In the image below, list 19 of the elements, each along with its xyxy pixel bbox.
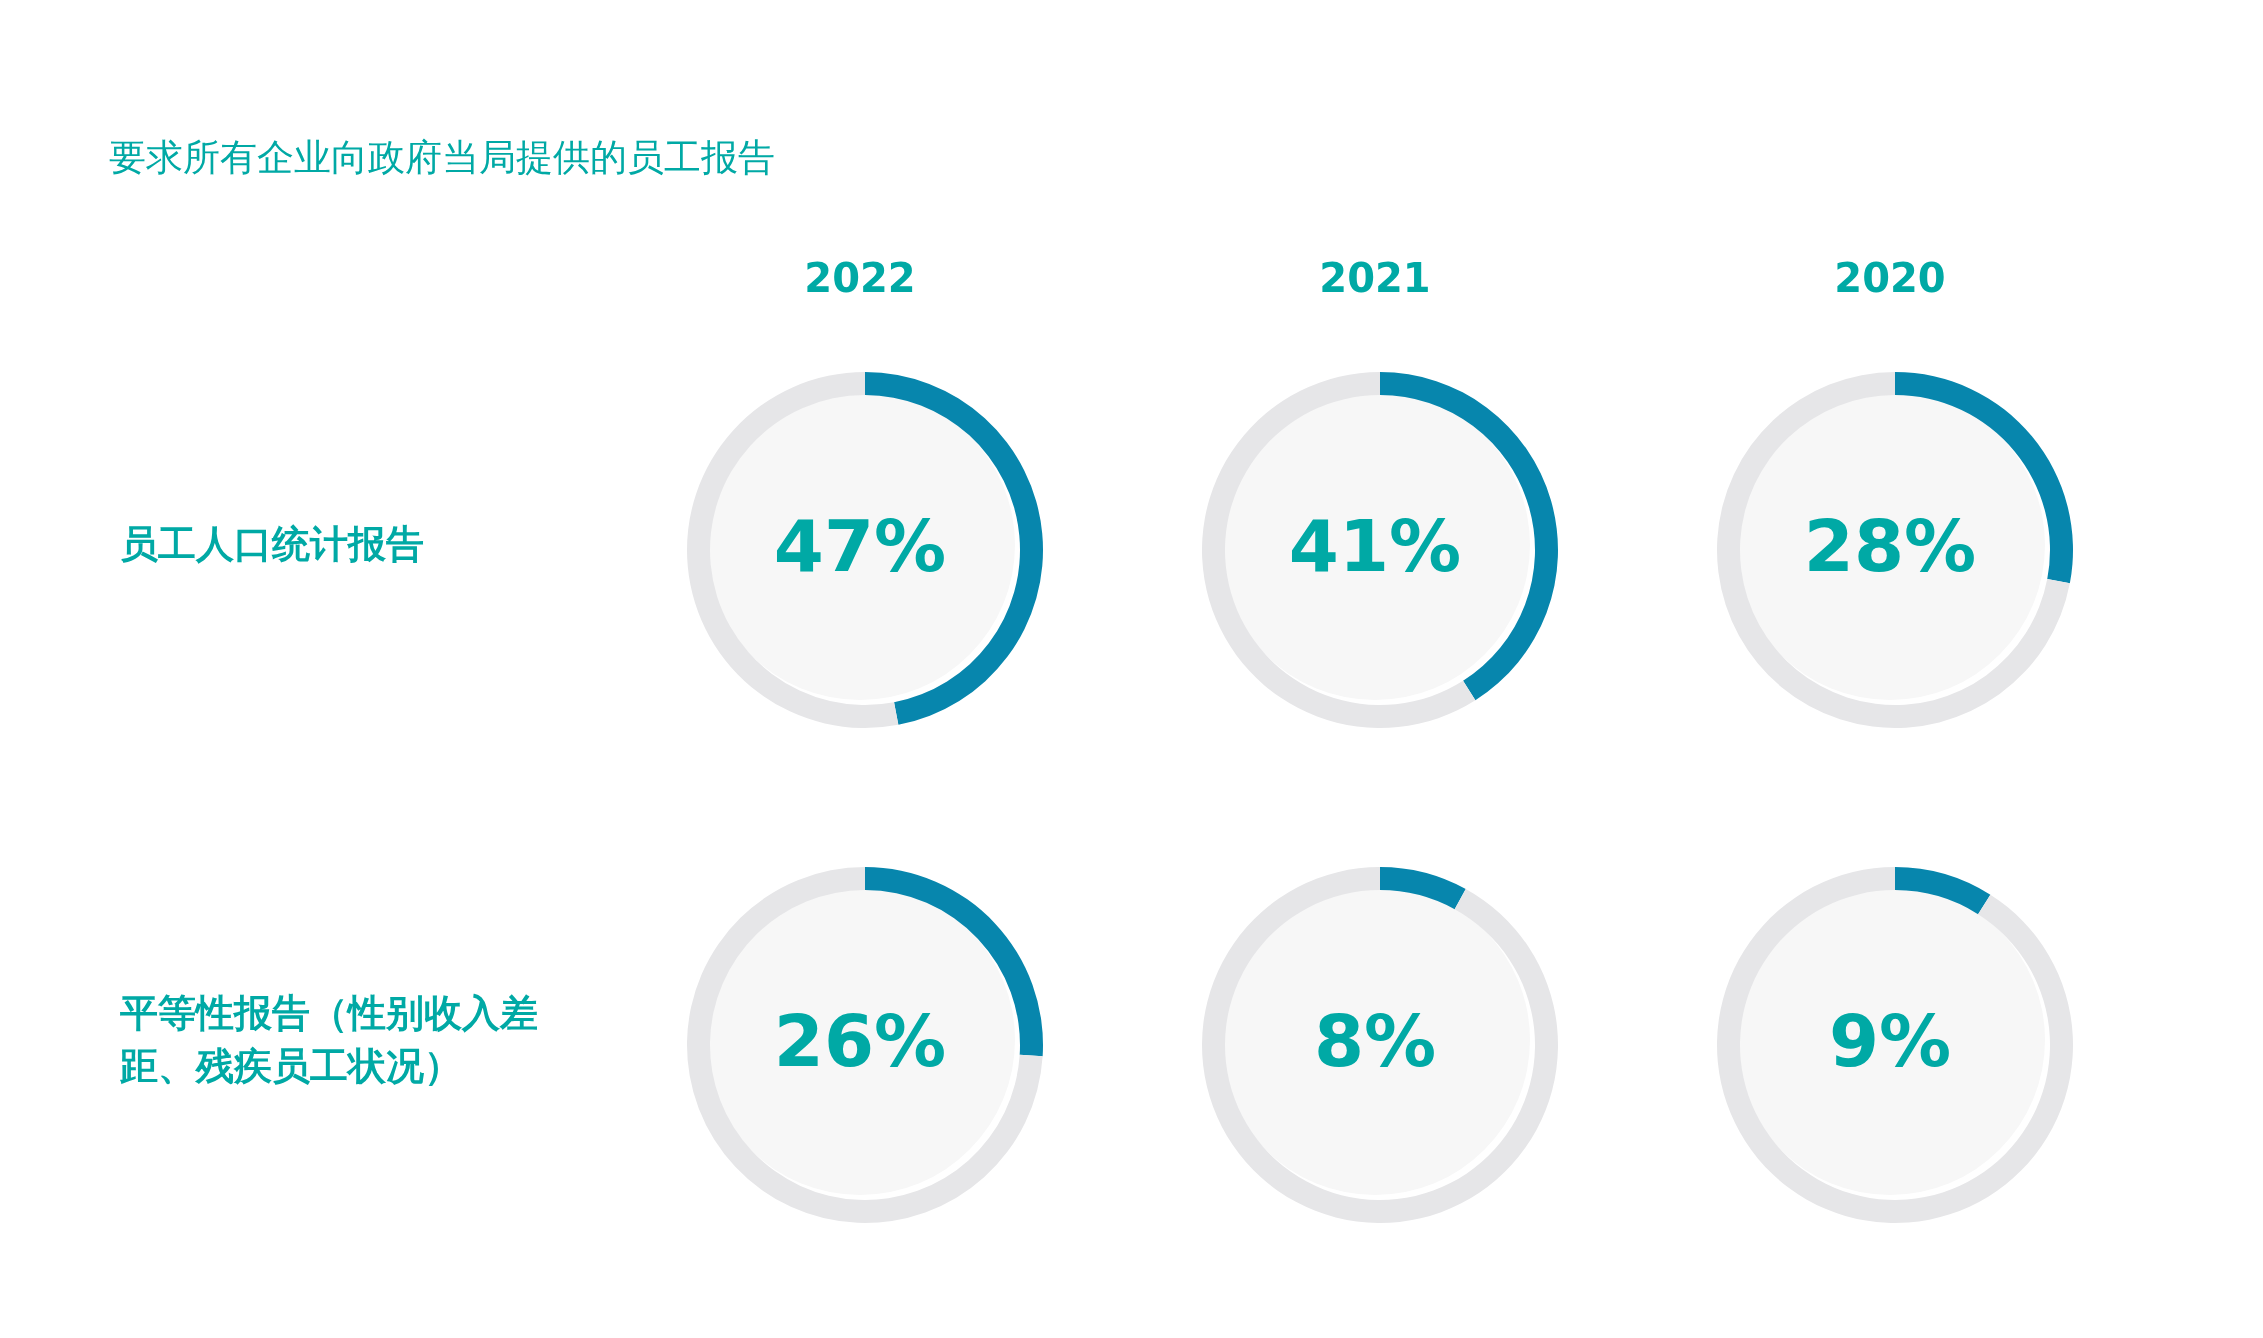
donut-slice [1380, 867, 1466, 910]
donut-slice [1202, 372, 1476, 728]
chart-title: 2020 [1833, 255, 1947, 301]
chart-title: 2022 [803, 255, 917, 301]
donut-slice [687, 867, 1043, 1223]
text: 员工人口统计报告 [120, 521, 425, 569]
text: 41% [1288, 503, 1462, 588]
chart-title: 2021 [1318, 255, 1432, 301]
text: 26% [773, 998, 947, 1083]
text: 8% [1313, 998, 1437, 1083]
donut-slice [1202, 867, 1558, 1223]
text: 28% [1803, 503, 1977, 588]
donut-slice [1895, 867, 1991, 915]
donut-slice [1717, 867, 2073, 1223]
text: 47% [773, 503, 947, 588]
text: 9% [1828, 998, 1952, 1083]
donut-slice [1717, 372, 2070, 728]
text: 平等性报告（性别收入差距、残疾员工状况） [120, 989, 539, 1090]
text: 要求所有企业向政府当局提供的员工报告 [109, 135, 775, 181]
